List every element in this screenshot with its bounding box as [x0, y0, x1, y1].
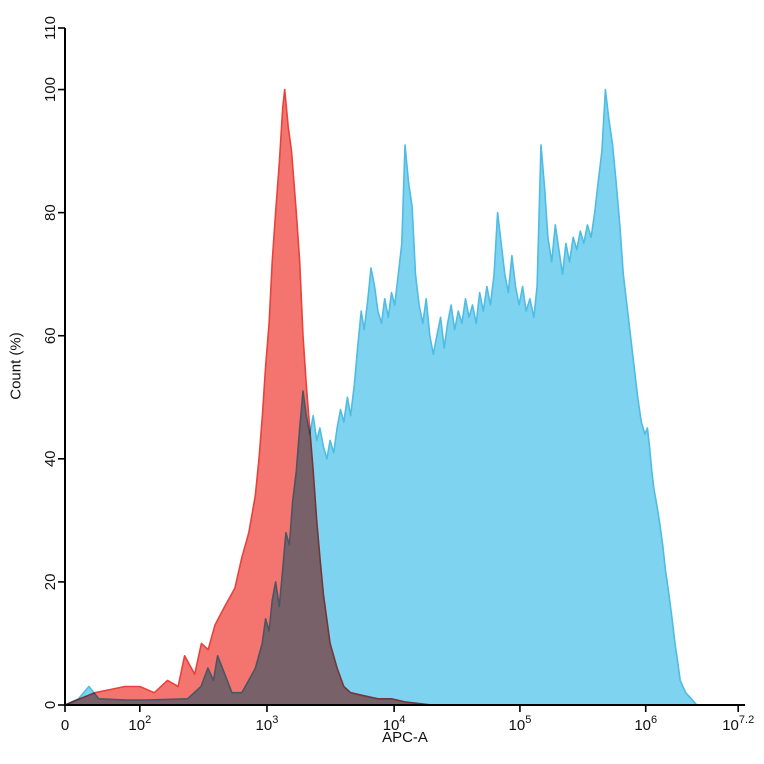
x-axis-title: APC-A	[382, 729, 428, 746]
y-tick-label: 60	[42, 327, 59, 344]
x-tick-label: 103	[256, 714, 279, 734]
x-tick-label: 102	[128, 714, 151, 734]
y-tick-label: 40	[42, 450, 59, 467]
x-tick-label: 106	[634, 714, 657, 734]
y-axis-title: Count (%)	[7, 332, 25, 400]
x-tick-label: 105	[509, 714, 532, 734]
y-tick-label: 80	[42, 204, 59, 221]
blue-histogram	[64, 88, 698, 706]
y-tick-label: 20	[42, 574, 59, 591]
y-tick-label: 100	[42, 77, 59, 102]
blue-histogram-outline	[64, 88, 698, 706]
x-tick-label: 104	[383, 714, 406, 734]
red-histogram-fill	[65, 89, 432, 705]
x-tick-label: 107.2	[722, 714, 754, 734]
x-tick-label: 0	[61, 717, 69, 734]
y-tick-label: 0	[42, 701, 59, 709]
y-tick-label: 110	[42, 16, 59, 40]
